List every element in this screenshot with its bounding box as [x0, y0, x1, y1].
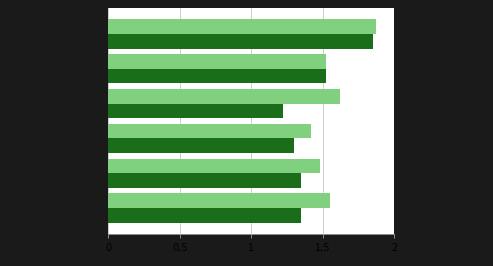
- Bar: [108, 34, 373, 49]
- Bar: [108, 193, 330, 208]
- Bar: [108, 138, 294, 153]
- Bar: [108, 173, 301, 188]
- Bar: [108, 208, 301, 223]
- Bar: [108, 159, 320, 173]
- Bar: [108, 89, 340, 104]
- Bar: [108, 69, 326, 84]
- Bar: [108, 54, 326, 69]
- Bar: [108, 19, 376, 34]
- Bar: [108, 124, 312, 138]
- Bar: [108, 104, 283, 118]
